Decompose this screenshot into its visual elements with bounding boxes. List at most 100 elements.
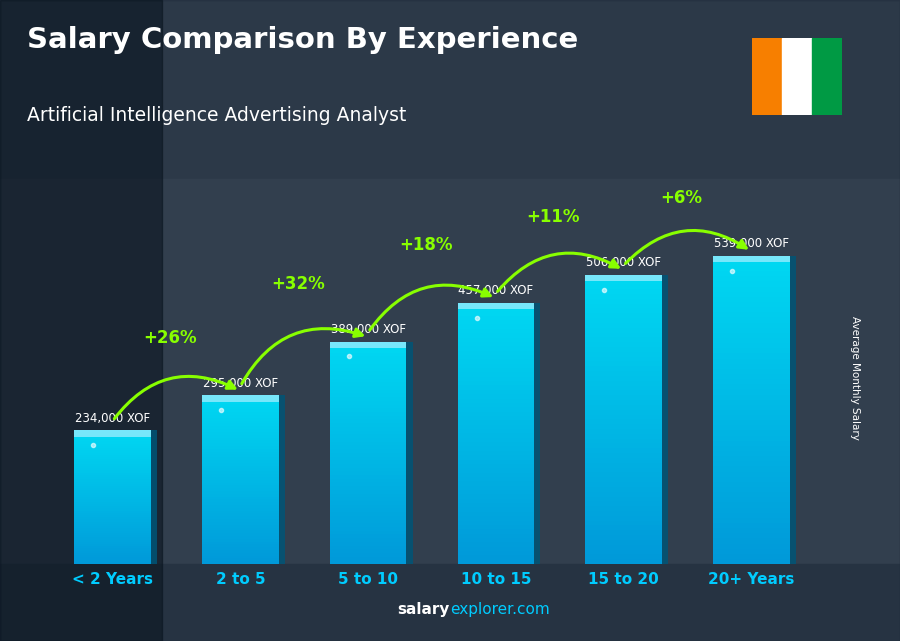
Bar <box>585 467 662 472</box>
Bar <box>151 430 158 564</box>
Bar <box>75 442 151 444</box>
Bar <box>202 505 279 508</box>
Bar <box>713 426 789 431</box>
Bar <box>329 401 407 404</box>
Bar <box>713 384 789 389</box>
Bar <box>585 424 662 429</box>
Bar <box>713 431 789 436</box>
Bar <box>329 542 407 545</box>
Bar <box>202 553 279 556</box>
Bar <box>457 303 535 307</box>
Bar <box>457 560 535 564</box>
Bar <box>585 545 662 549</box>
Bar <box>329 527 407 531</box>
Bar <box>457 381 535 385</box>
Bar <box>585 294 662 299</box>
Bar <box>713 513 789 518</box>
Bar <box>713 503 789 508</box>
Bar <box>75 488 151 490</box>
Bar <box>202 511 279 513</box>
Bar <box>75 439 151 442</box>
Bar <box>713 363 789 369</box>
Bar <box>75 551 151 553</box>
Bar <box>457 420 535 425</box>
Bar <box>75 490 151 493</box>
Bar <box>75 510 151 513</box>
Bar <box>329 483 407 487</box>
Bar <box>457 486 535 490</box>
Bar <box>713 353 789 358</box>
Bar <box>75 466 151 468</box>
Bar <box>713 266 789 271</box>
Bar <box>585 554 662 559</box>
Bar <box>457 438 535 442</box>
Bar <box>457 412 535 416</box>
Bar <box>202 508 279 511</box>
Bar <box>713 554 789 559</box>
Bar <box>457 499 535 503</box>
Bar <box>585 429 662 434</box>
Bar <box>713 462 789 467</box>
Bar <box>329 435 407 438</box>
Bar <box>75 479 151 481</box>
Bar <box>202 460 279 463</box>
Bar <box>202 525 279 528</box>
Bar <box>202 395 279 402</box>
Bar <box>329 453 407 456</box>
Bar <box>713 533 789 538</box>
Bar <box>329 556 407 560</box>
Bar <box>713 451 789 456</box>
Text: +32%: +32% <box>271 275 325 293</box>
Bar <box>713 261 789 266</box>
Bar <box>713 518 789 523</box>
Bar <box>329 460 407 464</box>
Bar <box>202 418 279 420</box>
Bar <box>75 493 151 495</box>
Bar <box>457 520 535 525</box>
Bar <box>713 410 789 415</box>
Bar <box>329 504 407 508</box>
Bar <box>457 451 535 455</box>
Text: 389,000 XOF: 389,000 XOF <box>330 323 406 336</box>
Bar <box>75 526 151 528</box>
Bar <box>202 454 279 457</box>
Bar <box>329 531 407 535</box>
Bar <box>75 560 151 562</box>
Bar <box>75 481 151 484</box>
Bar <box>457 533 535 538</box>
Text: Artificial Intelligence Advertising Analyst: Artificial Intelligence Advertising Anal… <box>27 106 407 125</box>
Bar <box>457 529 535 533</box>
Bar <box>202 499 279 502</box>
Bar <box>457 551 535 555</box>
Bar <box>457 555 535 560</box>
Bar <box>75 454 151 457</box>
Bar <box>585 352 662 356</box>
Bar <box>329 367 407 371</box>
Bar <box>329 475 407 479</box>
Bar <box>329 494 407 497</box>
Bar <box>202 542 279 544</box>
Bar <box>585 526 662 530</box>
Bar <box>457 307 535 312</box>
Text: 506,000 XOF: 506,000 XOF <box>586 256 662 269</box>
Bar <box>279 395 284 564</box>
Bar <box>75 435 151 437</box>
Bar <box>329 345 407 349</box>
Bar <box>713 287 789 292</box>
Bar <box>329 394 407 397</box>
Bar <box>75 544 151 546</box>
Bar <box>202 457 279 460</box>
Bar <box>75 542 151 544</box>
Bar <box>329 464 407 468</box>
Bar <box>329 356 407 360</box>
Bar <box>585 540 662 545</box>
Bar <box>202 412 279 415</box>
Bar <box>585 448 662 453</box>
Bar <box>329 379 407 383</box>
Bar <box>585 323 662 328</box>
Text: +11%: +11% <box>526 208 580 226</box>
Bar <box>75 519 151 522</box>
Bar <box>329 520 407 523</box>
Bar <box>329 501 407 504</box>
Bar <box>202 465 279 469</box>
